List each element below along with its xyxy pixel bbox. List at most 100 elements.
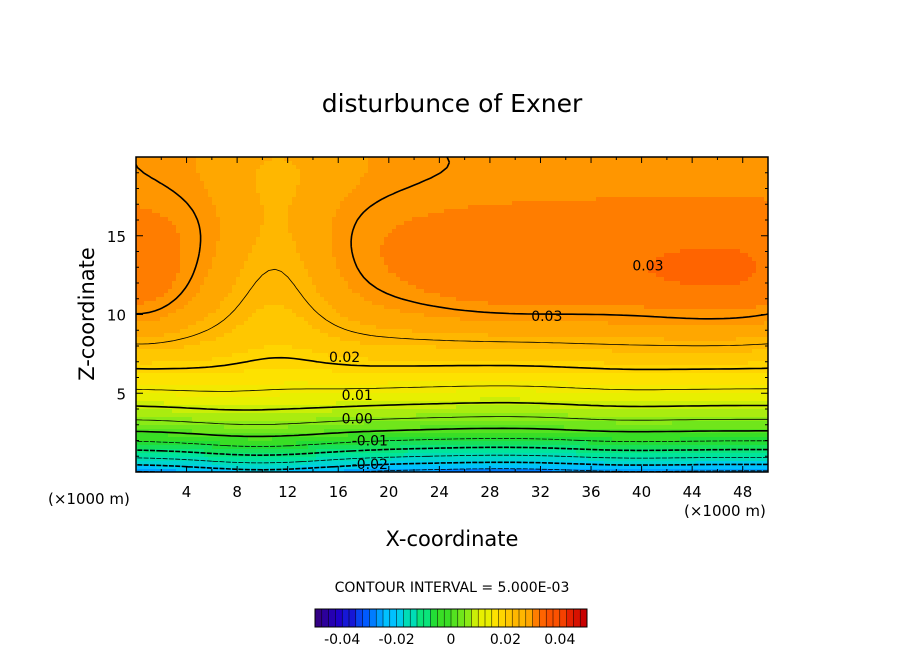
contour-cell (564, 217, 569, 222)
contour-cell (408, 221, 413, 226)
contour-cell (696, 177, 701, 182)
contour-cell (704, 217, 709, 222)
contour-cell (396, 177, 401, 182)
contour-cell (704, 221, 709, 226)
contour-cell (492, 181, 497, 186)
contour-cell (312, 213, 317, 218)
contour-cell (216, 277, 221, 282)
contour-cell (176, 265, 181, 270)
contour-cell (256, 173, 261, 178)
contour-cell (756, 165, 761, 170)
contour-cell (616, 265, 621, 270)
contour-cell (304, 245, 309, 250)
contour-cell (296, 181, 301, 186)
contour-cell (156, 173, 161, 178)
contour-cell (164, 173, 169, 178)
contour-cell (144, 161, 149, 166)
contour-cell (528, 177, 533, 182)
contour-cell (200, 265, 205, 270)
contour-cell (220, 233, 225, 238)
contour-cell (420, 169, 425, 174)
contour-cell (688, 181, 693, 186)
contour-cell (224, 249, 229, 254)
contour-cell (460, 201, 465, 206)
contour-cell (280, 189, 285, 194)
contour-cell (484, 273, 489, 278)
contour-cell (716, 185, 721, 190)
contour-cell (624, 277, 629, 282)
contour-cell (480, 201, 485, 206)
contour-cell (648, 265, 653, 270)
contour-cell (384, 277, 389, 282)
contour-cell (284, 241, 289, 246)
contour-cell (640, 177, 645, 182)
contour-cell (180, 181, 185, 186)
contour-cell (600, 257, 605, 262)
contour-cell (536, 229, 541, 234)
contour-cell (176, 189, 181, 194)
contour-cell (524, 161, 529, 166)
contour-cell (324, 161, 329, 166)
contour-cell (572, 273, 577, 278)
contour-cell (404, 281, 409, 286)
contour-cell (392, 213, 397, 218)
contour-cell (476, 165, 481, 170)
contour-cell (724, 273, 729, 278)
contour-cell (756, 241, 761, 246)
contour-cell (616, 161, 621, 166)
contour-cell (536, 169, 541, 174)
contour-cell (536, 249, 541, 254)
contour-cell (536, 273, 541, 278)
contour-cell (512, 217, 517, 222)
contour-cell (144, 281, 149, 286)
contour-cell (732, 229, 737, 234)
contour-cell (384, 173, 389, 178)
contour-cell (652, 241, 657, 246)
contour-cell (736, 193, 741, 198)
contour-cell (648, 189, 653, 194)
contour-cell (476, 205, 481, 210)
contour-cell (400, 237, 405, 242)
contour-cell (652, 249, 657, 254)
contour-cell (496, 217, 501, 222)
contour-cell (260, 217, 265, 222)
contour-cell (284, 181, 289, 186)
contour-cell (532, 157, 537, 162)
contour-cell (480, 209, 485, 214)
contour-cell (312, 197, 317, 202)
contour-cell (532, 185, 537, 190)
contour-cell (236, 201, 241, 206)
contour-cell (332, 261, 337, 266)
contour-cell (232, 185, 237, 190)
contour-cell (552, 269, 557, 274)
contour-cell (568, 185, 573, 190)
contour-cell (188, 165, 193, 170)
contour-cell (568, 169, 573, 174)
contour-cell (368, 213, 373, 218)
contour-cell (456, 193, 461, 198)
contour-cell (236, 225, 241, 230)
contour-cell (356, 205, 361, 210)
contour-cell (392, 217, 397, 222)
contour-cell (196, 205, 201, 210)
contour-cell (456, 185, 461, 190)
contour-cell (748, 165, 753, 170)
contour-cell (232, 189, 237, 194)
contour-cell (148, 177, 153, 182)
contour-cell (732, 249, 737, 254)
contour-cell (224, 161, 229, 166)
contour-cell (624, 181, 629, 186)
contour-cell (628, 189, 633, 194)
contour-cell (556, 253, 561, 258)
contour-cell (468, 173, 473, 178)
contour-cell (416, 237, 421, 242)
contour-cell (736, 233, 741, 238)
contour-cell (264, 221, 269, 226)
contour-cell (272, 237, 277, 242)
contour-cell (148, 173, 153, 178)
contour-cell (652, 209, 657, 214)
contour-cell (464, 241, 469, 246)
contour-cell (504, 217, 509, 222)
contour-cell (160, 245, 165, 250)
contour-cell (416, 177, 421, 182)
